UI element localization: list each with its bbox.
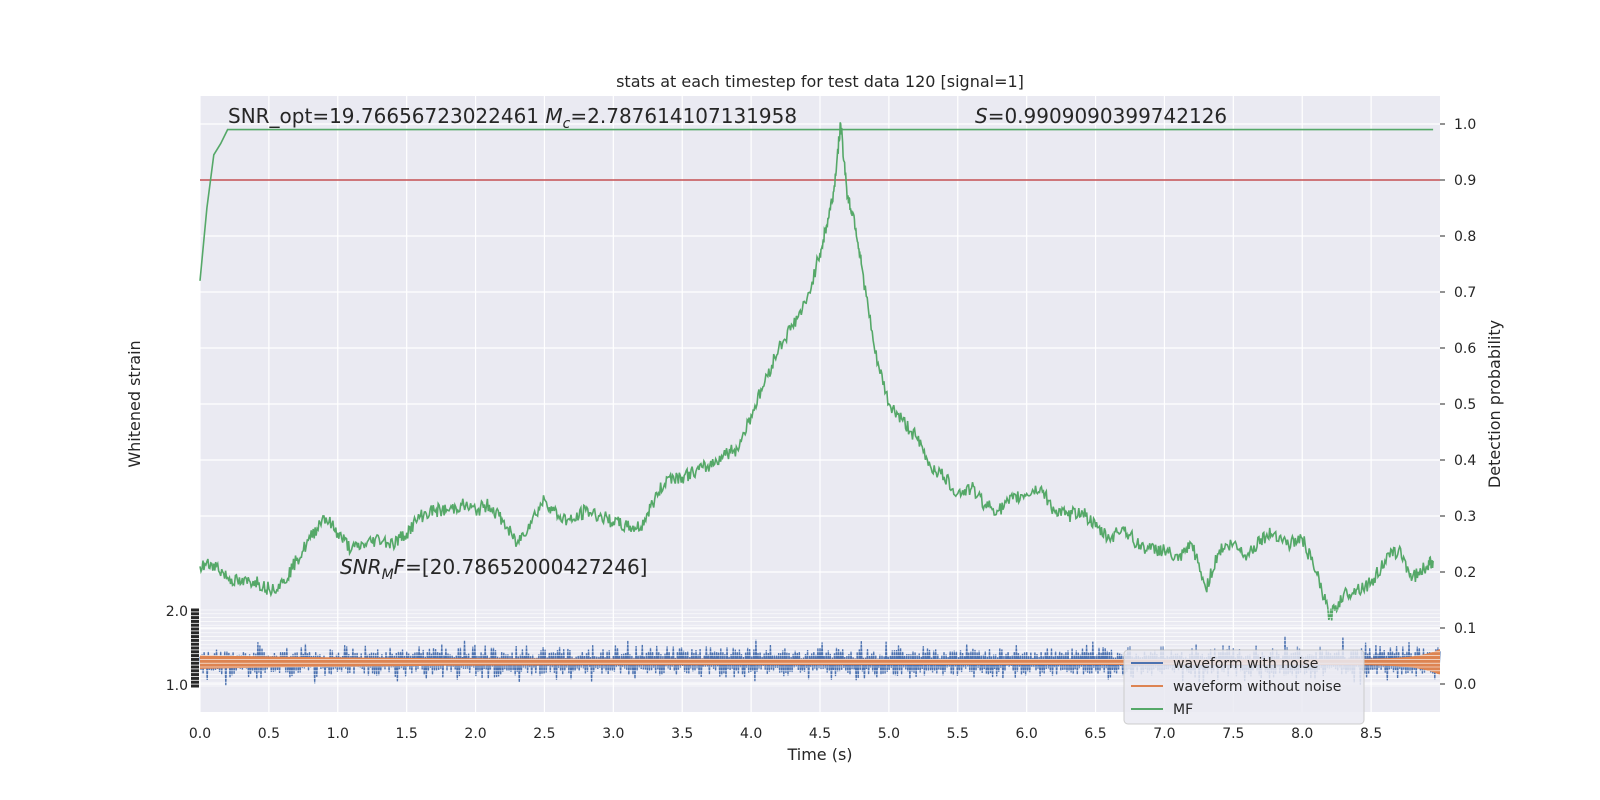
x-tick-label: 0.5 <box>258 726 280 742</box>
right-tick-label: 0.3 <box>1454 509 1476 525</box>
left-tick-mark <box>191 669 199 673</box>
left-tick-mark <box>191 638 199 642</box>
left-tick-mark <box>191 650 199 654</box>
legend: waveform with noise waveform without noi… <box>1123 649 1365 725</box>
x-axis-label: Time (s) <box>786 745 852 764</box>
legend-label-mf: MF <box>1173 702 1193 718</box>
x-tick-label: 1.0 <box>327 726 349 742</box>
left-tick-mark <box>191 646 199 650</box>
s-value: =0.9909090399742126 <box>988 104 1227 128</box>
left-tick-mark <box>191 665 199 669</box>
left-tick-mark <box>191 673 199 677</box>
snr-opt-annotation: SNR_opt=19.76656723022461 Mc=2.787614107… <box>228 104 797 132</box>
x-tick-label: 3.5 <box>671 726 693 742</box>
right-tick-label: 0.8 <box>1454 229 1476 245</box>
x-tick-label: 3.0 <box>602 726 624 742</box>
waveform-without-noise-line <box>200 649 1440 675</box>
right-tick-label: 0.2 <box>1454 565 1476 581</box>
left-tick-mark <box>191 684 199 688</box>
mc-value: =2.787614107131958 <box>570 104 797 128</box>
s-symbol: S <box>975 104 988 128</box>
left-tick-mark <box>191 657 199 661</box>
series-layer <box>199 122 1440 621</box>
x-tick-label: 2.0 <box>464 726 486 742</box>
right-tick-label: 0.0 <box>1454 677 1476 693</box>
left-tick-mark <box>191 676 199 680</box>
x-tick-label: 5.5 <box>947 726 969 742</box>
left-tick-mark <box>191 616 199 620</box>
y-axis-label-right: Detection probability <box>1485 320 1504 488</box>
x-tick-label: 2.5 <box>533 726 555 742</box>
snr-mf-subscript: M <box>382 567 394 583</box>
right-tick-label: 0.5 <box>1454 397 1476 413</box>
snr-mf-value: =[20.78652000427246] <box>405 555 647 579</box>
chart-title: stats at each timestep for test data 120… <box>616 72 1024 91</box>
mf-line <box>199 128 1434 281</box>
right-tick-label: 0.9 <box>1454 173 1476 189</box>
x-tick-label: 1.5 <box>396 726 418 742</box>
snr-mf-symbol: SNR <box>340 555 382 579</box>
x-tick-label: 4.0 <box>740 726 762 742</box>
right-tick-label: 0.1 <box>1454 621 1476 637</box>
snr-mf-annotation: SNRMF=[20.78652000427246] <box>340 555 648 583</box>
right-tick-labels: 0.0 0.1 0.2 0.3 0.4 0.5 0.6 0.7 0.8 0.9 1.0 <box>1440 117 1476 693</box>
left-tick-label-bottom: 1.0 <box>166 678 188 694</box>
left-tick-mark <box>191 623 199 627</box>
x-tick-label: 6.0 <box>1016 726 1038 742</box>
left-tick-mark <box>191 619 199 623</box>
y-axis-label-left: Whitened strain <box>125 340 144 467</box>
left-tick-mark <box>191 635 199 639</box>
left-tick-mark <box>191 631 199 635</box>
left-tick-mark <box>191 642 199 646</box>
legend-box <box>1123 649 1365 725</box>
left-tick-mark <box>191 654 199 658</box>
right-tick-label: 0.4 <box>1454 453 1476 469</box>
right-tick-label: 1.0 <box>1454 117 1476 133</box>
left-tick-mark <box>191 612 199 616</box>
detection-probability-line <box>199 122 1434 621</box>
x-tick-label: 8.0 <box>1291 726 1313 742</box>
s-annotation: S=0.9909090399742126 <box>975 104 1227 128</box>
x-tick-label: 8.5 <box>1360 726 1382 742</box>
left-tick-mark <box>191 680 199 684</box>
snr-opt-label: SNR_opt=19.76656723022461 <box>228 104 545 128</box>
mc-symbol: M <box>545 104 562 128</box>
x-tick-label: 7.0 <box>1153 726 1175 742</box>
mc-subscript: c <box>563 116 571 132</box>
legend-label-waveform-without-noise: waveform without noise <box>1173 679 1341 695</box>
x-tick-label: 7.5 <box>1222 726 1244 742</box>
x-tick-label: 4.5 <box>809 726 831 742</box>
left-tick-mark <box>191 661 199 665</box>
left-tick-mark <box>191 627 199 631</box>
right-tick-label: 0.7 <box>1454 285 1476 301</box>
legend-label-waveform-with-noise: waveform with noise <box>1173 656 1318 672</box>
left-tick-mark <box>191 608 199 612</box>
snr-mf-rest: F <box>394 555 406 579</box>
grid <box>199 96 1440 712</box>
x-tick-labels: 0.0 0.5 1.0 1.5 2.0 2.5 3.0 3.5 4.0 4.5 5.0 5.5 6.0 6… <box>189 726 1382 742</box>
left-tick-label-top: 2.0 <box>166 604 188 620</box>
x-tick-label: 6.5 <box>1084 726 1106 742</box>
x-tick-label: 0.0 <box>189 726 211 742</box>
x-tick-label: 5.0 <box>878 726 900 742</box>
right-tick-label: 0.6 <box>1454 341 1476 357</box>
